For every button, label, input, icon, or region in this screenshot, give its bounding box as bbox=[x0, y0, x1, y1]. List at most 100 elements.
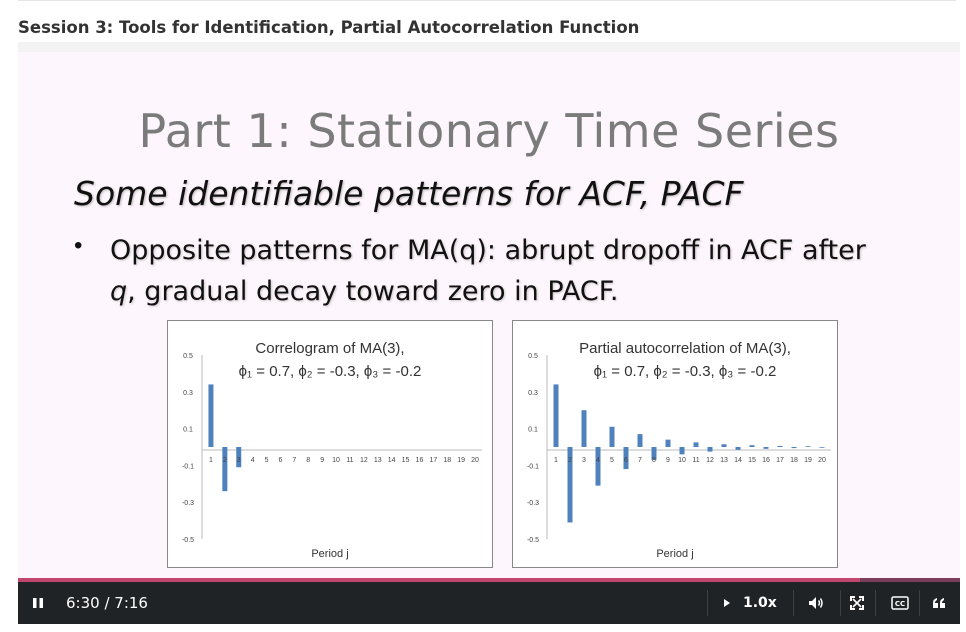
x-tick-label: 16 bbox=[416, 457, 424, 464]
y-tick-label: -0.3 bbox=[527, 500, 539, 507]
closed-captions-button[interactable]: CC bbox=[891, 582, 909, 624]
y-tick-label: -0.1 bbox=[527, 463, 539, 470]
volume-icon bbox=[809, 597, 823, 609]
x-tick-label: 4 bbox=[251, 457, 255, 464]
x-tick-label: 17 bbox=[776, 457, 784, 464]
x-axis-label: Period j bbox=[656, 548, 693, 560]
x-axis-label: Period j bbox=[311, 548, 348, 560]
bar bbox=[819, 447, 825, 448]
bar bbox=[236, 447, 242, 468]
x-tick-label: 9 bbox=[320, 457, 324, 464]
session-title: Session 3: Tools for Identification, Par… bbox=[18, 18, 640, 37]
x-tick-label: 3 bbox=[237, 457, 241, 464]
x-tick-label: 9 bbox=[666, 457, 670, 464]
time-display: 6:30 / 7:16 bbox=[66, 594, 148, 612]
x-tick-label: 5 bbox=[610, 457, 614, 464]
speed-button[interactable]: 1.0x bbox=[723, 582, 777, 624]
fullscreen-icon bbox=[850, 596, 864, 610]
y-tick-label: 0.1 bbox=[183, 427, 193, 434]
x-tick-label: 20 bbox=[818, 457, 826, 464]
bar bbox=[805, 446, 811, 447]
x-tick-label: 12 bbox=[360, 457, 368, 464]
pacf-chart: Partial autocorrelation of MA(3), ϕ₁ = 0… bbox=[512, 320, 838, 568]
transcript-button[interactable] bbox=[932, 582, 946, 624]
y-tick-label: 0.1 bbox=[528, 427, 538, 434]
speed-arrow-icon bbox=[724, 599, 730, 607]
bar bbox=[763, 447, 769, 449]
x-tick-label: 10 bbox=[678, 457, 686, 464]
x-tick-label: 6 bbox=[278, 457, 282, 464]
x-tick-label: 1 bbox=[554, 457, 558, 464]
divider bbox=[840, 590, 841, 616]
y-tick-label: -0.5 bbox=[182, 537, 194, 544]
bar bbox=[637, 434, 643, 447]
divider bbox=[919, 590, 920, 616]
bullet-line-2: , gradual decay toward zero in PACF. bbox=[127, 276, 619, 307]
x-tick-label: 6 bbox=[624, 457, 628, 464]
volume-button[interactable] bbox=[808, 582, 824, 624]
x-tick-label: 7 bbox=[292, 457, 296, 464]
bar bbox=[651, 447, 657, 460]
x-tick-label: 14 bbox=[734, 457, 742, 464]
transcript-quote-icon bbox=[933, 598, 945, 608]
fullscreen-button[interactable] bbox=[850, 582, 864, 624]
y-tick-label: 0.3 bbox=[183, 390, 193, 397]
bar bbox=[693, 442, 699, 447]
bar bbox=[595, 447, 601, 486]
y-tick-label: 0.5 bbox=[183, 353, 193, 360]
bar bbox=[581, 410, 587, 447]
divider bbox=[707, 590, 708, 616]
y-tick-label: -0.3 bbox=[182, 500, 194, 507]
bullet-icon: • bbox=[74, 232, 83, 259]
x-tick-label: 19 bbox=[804, 457, 812, 464]
bar bbox=[777, 445, 783, 447]
x-tick-label: 3 bbox=[582, 457, 586, 464]
video-player[interactable]: Part 1: Stationary Time Series Some iden… bbox=[18, 42, 960, 624]
x-tick-label: 11 bbox=[692, 457, 699, 464]
x-tick-label: 12 bbox=[706, 457, 714, 464]
video-frame[interactable]: Part 1: Stationary Time Series Some iden… bbox=[18, 52, 960, 580]
progress-bar-fill bbox=[18, 578, 861, 582]
chart-subtitle: ϕ₁ = 0.7, ϕ₂ = -0.3, ϕ₃ = -0.2 bbox=[239, 363, 422, 380]
chart-title: Correlogram of MA(3), bbox=[255, 340, 404, 357]
bar bbox=[721, 444, 727, 447]
bar bbox=[222, 447, 228, 492]
x-tick-label: 20 bbox=[471, 457, 479, 464]
y-tick-label: 0.3 bbox=[528, 390, 538, 397]
x-tick-label: 13 bbox=[720, 457, 728, 464]
chart-subtitle: ϕ₁ = 0.7, ϕ₂ = -0.3, ϕ₃ = -0.2 bbox=[594, 363, 777, 380]
top-divider bbox=[18, 0, 956, 1]
slide-bullet: Opposite patterns for MA(q): abrupt drop… bbox=[110, 230, 910, 312]
chart-title: Partial autocorrelation of MA(3), bbox=[579, 340, 791, 357]
progress-bar[interactable] bbox=[18, 578, 960, 582]
x-tick-label: 15 bbox=[748, 457, 756, 464]
pause-button[interactable] bbox=[32, 582, 44, 624]
bar bbox=[208, 384, 214, 447]
y-tick-label: -0.5 bbox=[527, 537, 539, 544]
x-tick-label: 16 bbox=[762, 457, 770, 464]
x-tick-label: 18 bbox=[790, 457, 798, 464]
x-tick-label: 11 bbox=[346, 457, 353, 464]
pause-icon bbox=[33, 598, 43, 608]
bar bbox=[665, 439, 671, 447]
bar bbox=[749, 445, 755, 447]
svg-text:CC: CC bbox=[895, 600, 905, 608]
x-tick-label: 8 bbox=[652, 457, 656, 464]
slide-subtitle: Some identifiable patterns for ACF, PACF bbox=[74, 174, 744, 213]
x-tick-label: 18 bbox=[443, 457, 451, 464]
bar bbox=[679, 447, 685, 455]
bullet-line-1: Opposite patterns for MA(q): abrupt drop… bbox=[110, 235, 866, 266]
x-tick-label: 19 bbox=[457, 457, 465, 464]
x-tick-label: 10 bbox=[332, 457, 340, 464]
x-tick-label: 14 bbox=[388, 457, 396, 464]
divider bbox=[875, 590, 876, 616]
slide-title: Part 1: Stationary Time Series bbox=[138, 104, 840, 158]
speed-label: 1.0x bbox=[743, 595, 777, 611]
x-tick-label: 1 bbox=[209, 457, 213, 464]
bar bbox=[553, 384, 559, 447]
acf-chart-svg: Correlogram of MA(3), ϕ₁ = 0.7, ϕ₂ = -0.… bbox=[182, 340, 482, 560]
divider bbox=[793, 590, 794, 616]
bar bbox=[609, 426, 615, 447]
x-tick-label: 4 bbox=[596, 457, 600, 464]
bar bbox=[567, 447, 573, 523]
